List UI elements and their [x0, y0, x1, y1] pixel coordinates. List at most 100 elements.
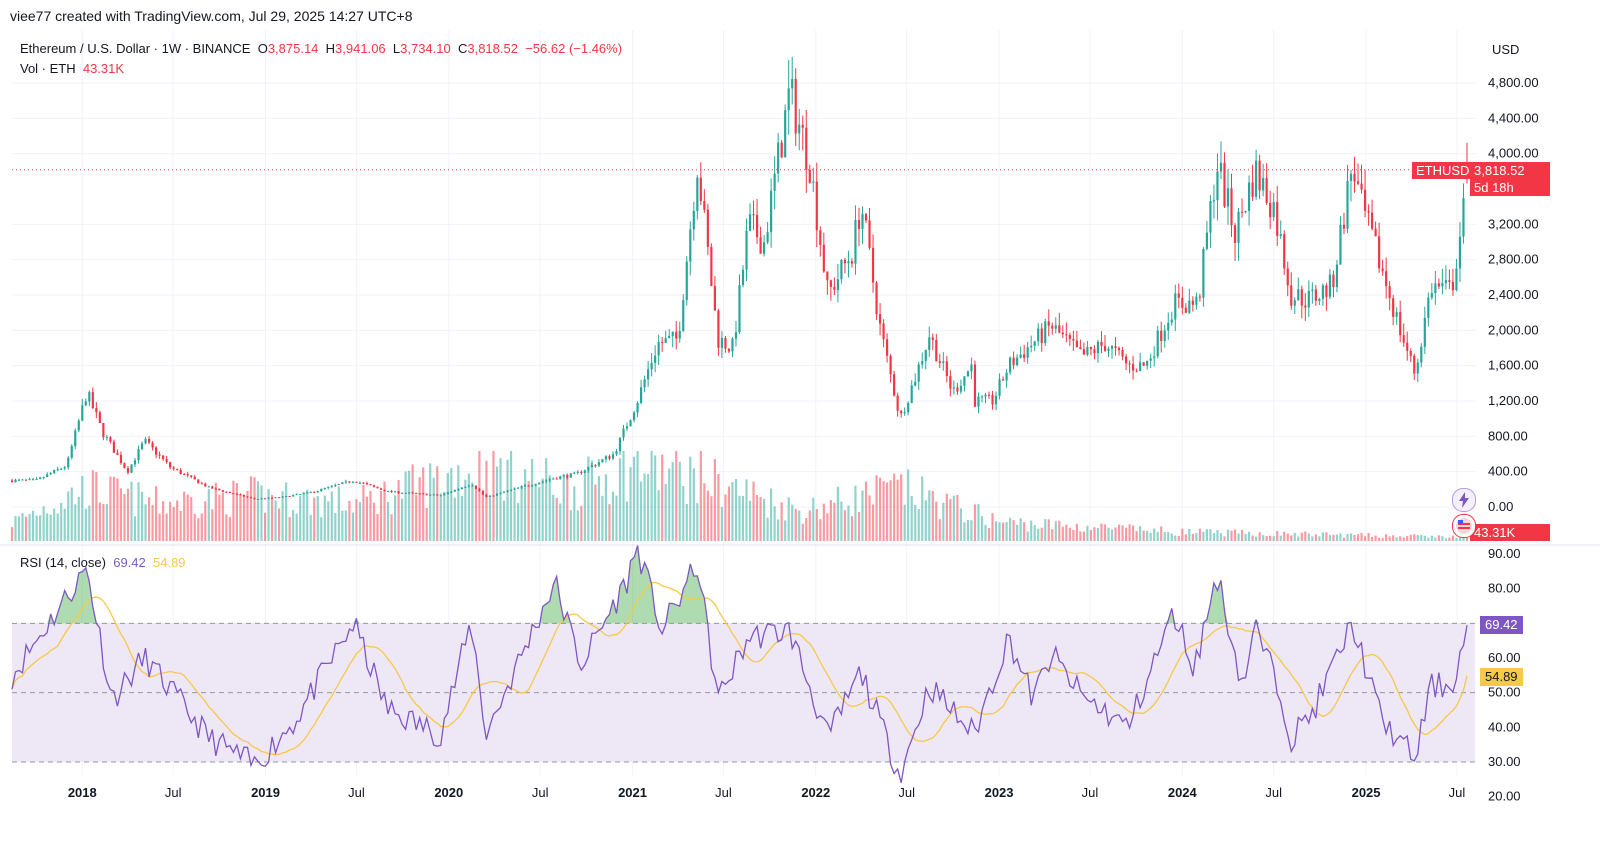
candle [963, 376, 966, 386]
volume-bar [734, 479, 738, 541]
volume-bar [502, 500, 506, 541]
candle [752, 214, 755, 216]
candle [1135, 370, 1138, 372]
volume-bar [759, 497, 762, 541]
volume-bar [1367, 532, 1370, 541]
candle [970, 364, 973, 372]
volume-bar [1378, 537, 1381, 541]
volume-bar [1195, 533, 1198, 541]
volume-bar [784, 520, 787, 541]
volume-bar [710, 496, 713, 541]
candle [784, 110, 787, 158]
volume-bar [871, 504, 875, 541]
volume-bar [162, 501, 165, 541]
candle [207, 486, 210, 488]
volume-bar [116, 478, 119, 541]
candle [457, 488, 460, 490]
volume-bar [724, 494, 727, 541]
volume-bar [1444, 538, 1447, 541]
volume-bar [179, 511, 182, 541]
candle [696, 177, 699, 212]
candle [60, 468, 63, 470]
candle [900, 410, 903, 414]
candle [713, 286, 716, 311]
candle [977, 396, 980, 407]
currency-label[interactable]: USD [1492, 42, 1520, 57]
candle [123, 463, 126, 469]
candle [302, 493, 305, 495]
candle [632, 412, 636, 421]
candle [453, 489, 456, 492]
volume-bar [569, 510, 572, 541]
volume-bar [952, 495, 955, 541]
volume-bar [1458, 537, 1462, 541]
volume-bar [917, 509, 920, 541]
legend-symbol: Ethereum / U.S. Dollar · 1W · BINANCE [20, 41, 251, 56]
volume-bar [819, 519, 822, 541]
axes: 4,800.00 4,400.00 4,000.00 3,200.00 2,800.00… [12, 75, 1539, 804]
candle [994, 395, 998, 405]
candle [812, 181, 815, 183]
volume-bar [773, 506, 776, 541]
candle [822, 244, 825, 272]
candle [1195, 296, 1198, 305]
candle [1117, 347, 1121, 351]
candle [232, 493, 235, 495]
volume-bar [1202, 531, 1205, 541]
candle [429, 494, 432, 496]
volume-bar [221, 492, 224, 541]
flag-currency-icon[interactable] [1452, 514, 1476, 538]
volume-bar [474, 488, 477, 541]
candle [1402, 335, 1405, 343]
candle [636, 402, 639, 413]
volume-bar [973, 504, 977, 541]
volume-bar [207, 489, 210, 541]
volume-bar [987, 528, 991, 541]
candle [488, 495, 492, 497]
candle [991, 394, 994, 405]
volume-bar [1370, 536, 1374, 541]
candle [938, 361, 941, 363]
volume-bar [1388, 536, 1391, 541]
volume-bar [1293, 533, 1296, 541]
candle [492, 495, 495, 497]
volume-tag: 43.31K [1470, 524, 1550, 541]
volume-bar [10, 527, 14, 541]
volume-bar [1314, 534, 1317, 541]
candle [1001, 379, 1005, 381]
candle [1174, 293, 1177, 320]
candle [559, 476, 562, 480]
volume-bar [334, 512, 337, 541]
volume-bar [573, 486, 576, 541]
volume-bar [147, 497, 151, 541]
volume-bar [267, 488, 270, 541]
volume-bar [316, 496, 319, 541]
candle [172, 467, 175, 469]
candle [464, 486, 467, 488]
candle [1441, 283, 1444, 287]
candle [706, 209, 709, 247]
candle [966, 371, 970, 377]
legend-volume-label: Vol · ETH [20, 61, 76, 76]
volume-bar [130, 481, 133, 541]
volume-bar [88, 505, 91, 541]
candle [450, 491, 453, 493]
candle [474, 485, 477, 489]
volume-bar [1465, 535, 1469, 541]
candle [1047, 321, 1050, 326]
lightning-icon[interactable] [1452, 488, 1476, 512]
candles[interactable] [10, 56, 1469, 500]
volume-bar [1205, 529, 1209, 541]
rsi-tick: 30.00 [1488, 754, 1521, 769]
candle [1191, 300, 1194, 305]
volume-bar [534, 483, 537, 541]
volume-bar [914, 504, 917, 541]
volume-bar [253, 477, 256, 541]
candle [1079, 346, 1082, 350]
volume-bar [552, 494, 555, 541]
candle [42, 477, 45, 479]
legend-low-value: 3,734.10 [400, 41, 451, 56]
volume-bar [777, 519, 780, 541]
rsi-ma-line [11, 581, 1468, 756]
